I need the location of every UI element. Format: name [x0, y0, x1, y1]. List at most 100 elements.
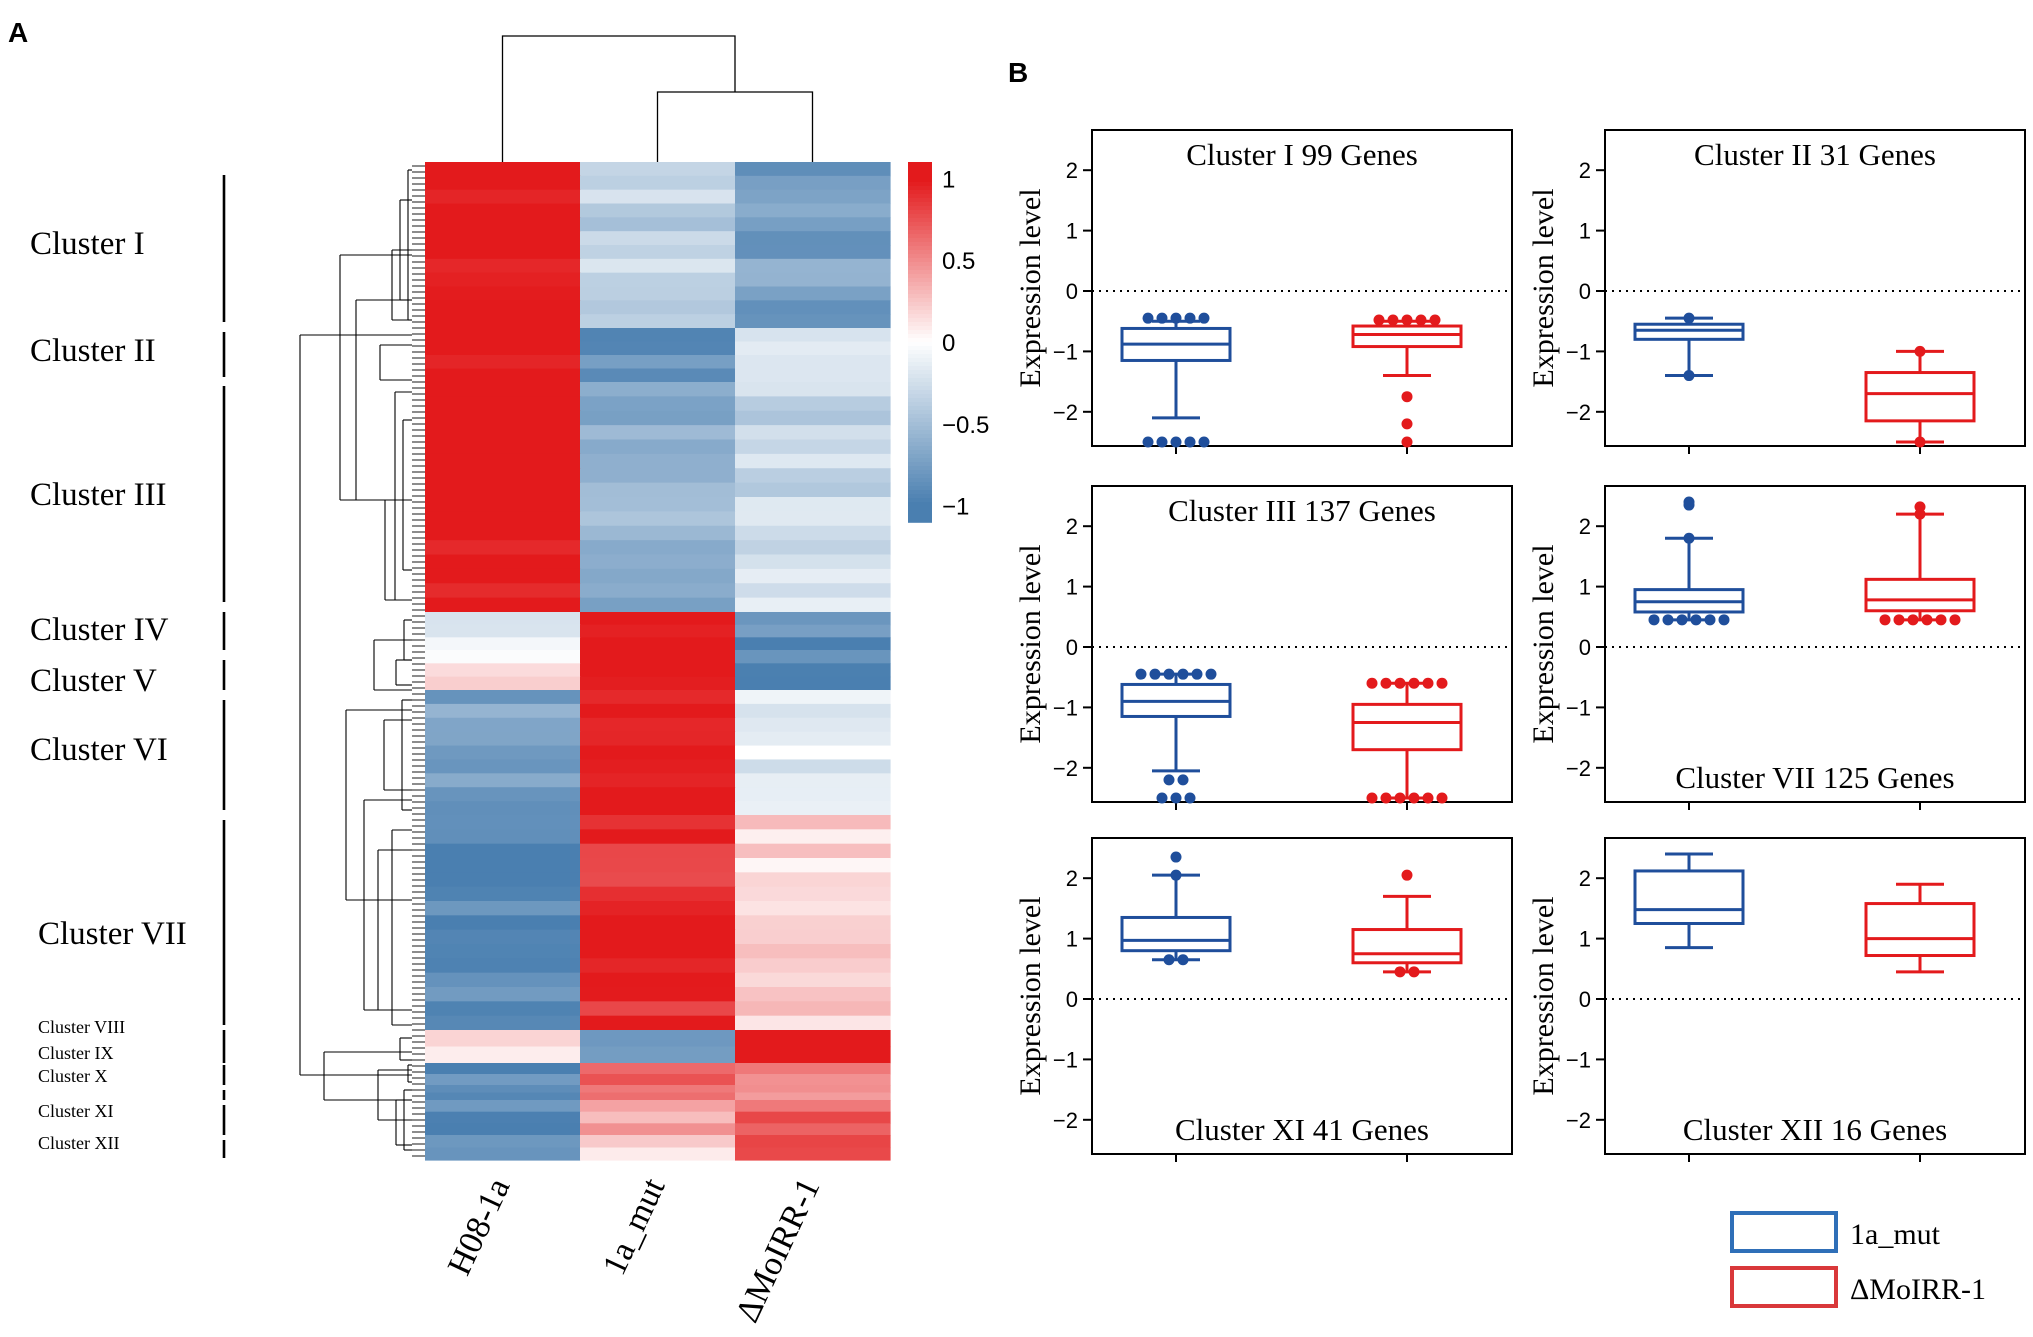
heatmap-cell [580, 341, 736, 356]
heatmap-cell [580, 801, 736, 816]
y-tick-label: −2 [1053, 400, 1078, 425]
heatmap-cell [735, 886, 891, 902]
heatmap-cell [735, 175, 891, 191]
heatmap-cell [580, 1030, 736, 1048]
colorbar-band [908, 410, 932, 415]
heatmap-cell [425, 1100, 581, 1113]
y-tick-label: −1 [1053, 339, 1078, 364]
heatmap-cell [425, 637, 581, 651]
heatmap-cell [425, 843, 581, 859]
heatmap-cell [580, 382, 736, 397]
colorbar-band [908, 446, 932, 451]
heatmap-cell [425, 217, 581, 232]
heatmap-cell [425, 511, 581, 527]
heatmap-cell [735, 1063, 891, 1075]
heatmap-cell [580, 1147, 736, 1161]
outlier-point [1184, 312, 1196, 324]
y-tick-label: −2 [1566, 1108, 1591, 1133]
heatmap-cell [735, 663, 891, 678]
plot-frame [1604, 837, 2026, 1155]
heatmap-cell [735, 453, 891, 469]
y-tick-label: 0 [1066, 635, 1078, 660]
heatmap-cell [580, 843, 736, 859]
heatmap-cell [580, 676, 736, 691]
heatmap-cell [580, 368, 736, 383]
y-tick-label: 0 [1579, 279, 1591, 304]
heatmap-cell [425, 525, 581, 541]
colorbar-band [908, 314, 932, 319]
heatmap-cell [735, 787, 891, 802]
heatmap-cell [425, 245, 581, 260]
colorbar-band [908, 454, 932, 459]
colorbar-band [908, 298, 932, 303]
colorbar-band [908, 398, 932, 403]
heatmap-cell [425, 624, 581, 638]
colorbar-band [908, 210, 932, 215]
colorbar-band [908, 202, 932, 207]
heatmap-cell [735, 987, 891, 1002]
y-tick-label: −1 [1053, 1047, 1078, 1072]
outlier-point [1914, 436, 1926, 448]
colorbar-band [908, 458, 932, 463]
outlier-point [1149, 668, 1161, 680]
heatmap-cell [580, 663, 736, 678]
heatmap-cell [425, 583, 581, 599]
heatmap-cell [580, 958, 736, 974]
colorbar-band [908, 342, 932, 347]
outlier-point [1170, 792, 1182, 804]
colorbar-band [908, 186, 932, 191]
heatmap-cell [425, 1046, 581, 1064]
colorbar-band [908, 510, 932, 515]
y-tick-label: 2 [1066, 514, 1078, 539]
outlier-point [1921, 614, 1933, 626]
heatmap-cell [735, 650, 891, 664]
colorbar-band [908, 430, 932, 435]
heatmap-cell [735, 272, 891, 288]
plot-title: Cluster I 99 Genes [1186, 137, 1418, 172]
y-tick-label: 2 [1579, 866, 1591, 891]
colorbar-band [908, 226, 932, 231]
outlier-point [1191, 668, 1203, 680]
outlier-point [1163, 668, 1175, 680]
colorbar-band [908, 206, 932, 211]
colorbar-band [908, 366, 932, 371]
heatmap-cell [735, 583, 891, 599]
colorbar-band [908, 466, 932, 471]
heatmap-cell [735, 1147, 891, 1161]
box-iqr [1120, 915, 1232, 953]
heatmap-cell [580, 597, 736, 613]
colorbar-band [908, 382, 932, 387]
heatmap-cell [580, 1100, 736, 1113]
heatmap-cell [425, 453, 581, 469]
y-axis-label: Expression level [1014, 188, 1047, 387]
heatmap-cell [735, 676, 891, 691]
outlier-point [1429, 314, 1441, 326]
colorbar-band [908, 250, 932, 255]
heatmap-cell [735, 258, 891, 274]
outlier-point [1690, 614, 1702, 626]
outlier-point [1436, 677, 1448, 689]
heatmap-cell [425, 410, 581, 426]
heatmap-cell [425, 1147, 581, 1161]
heatmap-cell [425, 1085, 581, 1094]
y-tick-label: −2 [1566, 756, 1591, 781]
y-tick-label: 1 [1579, 219, 1591, 244]
legend: 1a_mut ΔMoIRR-1 [1730, 1211, 1986, 1308]
colorbar-band [908, 498, 932, 503]
colorbar-band [908, 334, 932, 339]
heatmap-cell [580, 1074, 736, 1086]
heatmap-cell [580, 189, 736, 205]
outlier-point [1907, 614, 1919, 626]
y-tick-label: −1 [1053, 695, 1078, 720]
legend-label-1a-mut: 1a_mut [1850, 1218, 1941, 1251]
heatmap-cell [425, 703, 581, 719]
heatmap-cell [735, 773, 891, 788]
heatmap-cell [425, 300, 581, 315]
colorbar-band [908, 406, 932, 411]
colorbar-band [908, 310, 932, 315]
heatmap-cell [580, 355, 736, 370]
heatmap-cell [580, 1015, 736, 1031]
outlier-point [1170, 851, 1182, 863]
